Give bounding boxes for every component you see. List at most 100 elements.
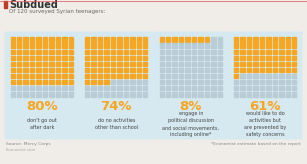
Bar — [286, 92, 290, 97]
Bar — [98, 62, 102, 66]
Text: don't go out
after dark: don't go out after dark — [27, 118, 57, 130]
Bar — [30, 50, 34, 54]
Bar — [68, 50, 73, 54]
Bar — [166, 74, 170, 78]
Bar — [173, 74, 177, 78]
Bar — [218, 56, 222, 60]
Bar — [10, 74, 15, 78]
Bar — [211, 68, 216, 72]
Bar — [130, 86, 134, 91]
Bar — [68, 37, 73, 42]
Bar — [68, 43, 73, 48]
Bar — [117, 92, 122, 97]
Bar — [56, 74, 60, 78]
Bar — [192, 86, 196, 91]
Bar — [205, 56, 209, 60]
Text: Subdued: Subdued — [9, 0, 58, 10]
Bar — [211, 37, 216, 42]
Bar — [104, 43, 109, 48]
Bar — [62, 37, 67, 42]
Bar — [4, 1, 7, 8]
Bar — [137, 68, 141, 72]
Bar — [143, 86, 147, 91]
Bar — [91, 50, 96, 54]
Bar — [192, 62, 196, 66]
Bar — [198, 50, 203, 54]
Bar — [117, 86, 122, 91]
Bar — [130, 37, 134, 42]
Bar — [62, 92, 67, 97]
Bar — [279, 80, 284, 84]
Bar — [160, 80, 164, 84]
Bar — [253, 68, 258, 72]
Bar — [62, 86, 67, 91]
Bar — [68, 74, 73, 78]
Bar — [211, 80, 216, 84]
Bar — [234, 43, 239, 48]
Bar — [124, 56, 128, 60]
Bar — [85, 62, 89, 66]
Bar — [91, 37, 96, 42]
Bar — [234, 50, 239, 54]
Bar — [160, 86, 164, 91]
Bar — [173, 43, 177, 48]
Bar — [85, 56, 89, 60]
Bar — [247, 62, 251, 66]
Bar — [143, 43, 147, 48]
Bar — [205, 43, 209, 48]
Bar — [185, 62, 190, 66]
Bar — [211, 43, 216, 48]
Bar — [36, 43, 41, 48]
Bar — [192, 50, 196, 54]
Bar — [98, 56, 102, 60]
Bar — [91, 62, 96, 66]
Bar — [179, 74, 183, 78]
Bar — [36, 80, 41, 84]
Bar — [286, 86, 290, 91]
Bar — [111, 86, 115, 91]
Bar — [160, 56, 164, 60]
Bar — [137, 37, 141, 42]
Bar — [49, 37, 54, 42]
Bar — [234, 86, 239, 91]
Bar — [279, 86, 284, 91]
Bar — [17, 86, 21, 91]
Bar — [185, 50, 190, 54]
Bar — [17, 37, 21, 42]
Bar — [173, 86, 177, 91]
Bar — [43, 43, 47, 48]
Bar — [68, 86, 73, 91]
Bar — [286, 62, 290, 66]
Bar — [36, 68, 41, 72]
Bar — [23, 74, 28, 78]
Bar — [160, 37, 164, 42]
Bar — [62, 43, 67, 48]
Bar — [104, 68, 109, 72]
Bar — [36, 86, 41, 91]
Bar — [124, 68, 128, 72]
Bar — [173, 50, 177, 54]
Text: engage in
political discussion
and social movements,
including online*: engage in political discussion and socia… — [162, 111, 219, 137]
Bar — [198, 62, 203, 66]
Bar — [166, 56, 170, 60]
Bar — [240, 74, 245, 78]
Bar — [130, 56, 134, 60]
Text: 80%: 80% — [26, 100, 58, 113]
Bar — [160, 43, 164, 48]
Bar — [198, 56, 203, 60]
Bar — [286, 56, 290, 60]
Bar — [185, 43, 190, 48]
Bar — [253, 56, 258, 60]
Bar — [173, 92, 177, 97]
Bar — [137, 62, 141, 66]
Bar — [49, 86, 54, 91]
Bar — [117, 68, 122, 72]
Bar — [117, 62, 122, 66]
Bar — [17, 56, 21, 60]
Bar — [253, 37, 258, 42]
Bar — [192, 92, 196, 97]
Bar — [218, 80, 222, 84]
Bar — [192, 56, 196, 60]
Bar — [185, 92, 190, 97]
Bar — [260, 80, 264, 84]
